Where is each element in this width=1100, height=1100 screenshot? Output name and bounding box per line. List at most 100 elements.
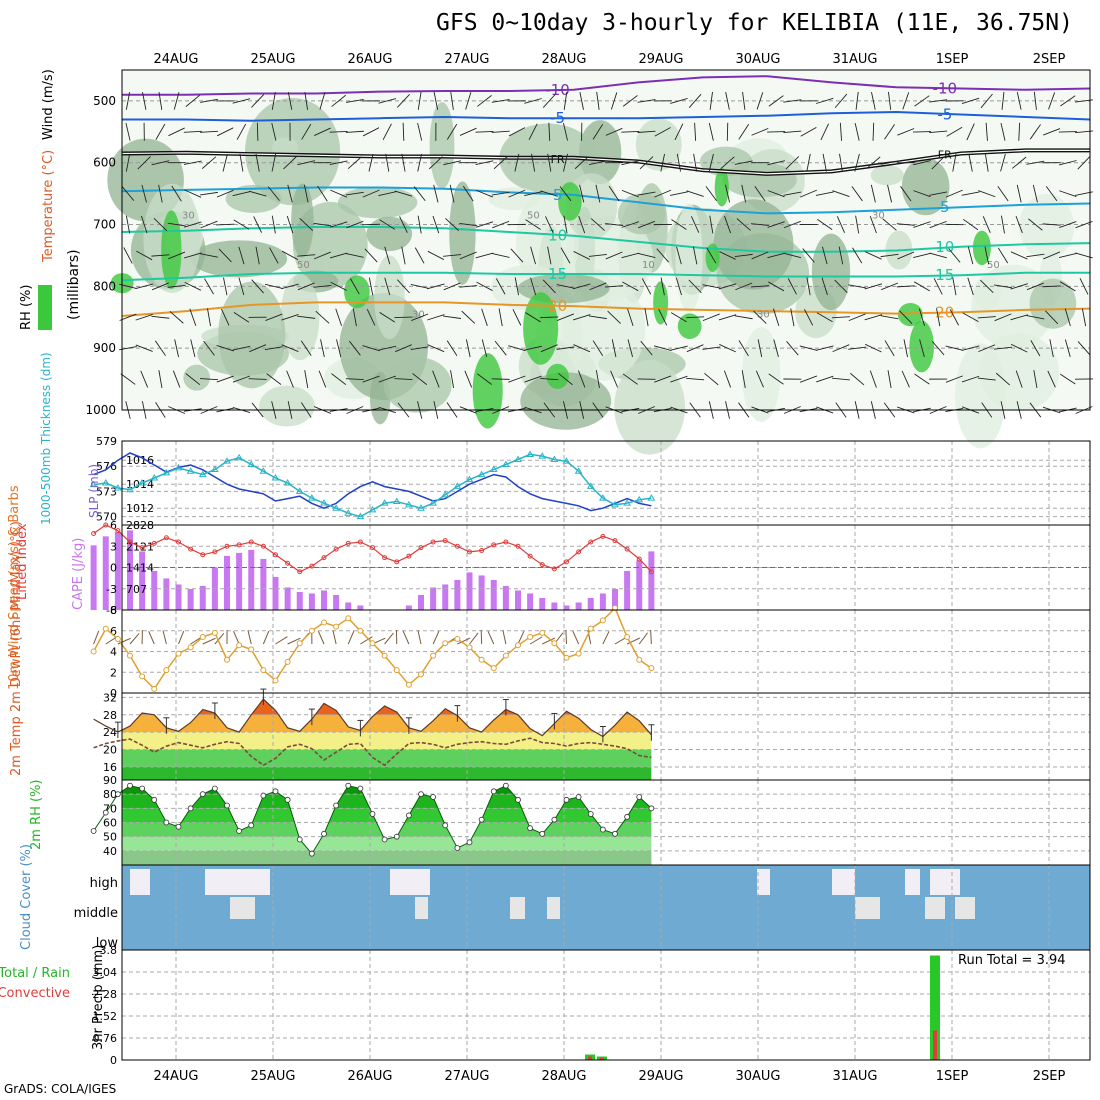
- lifted-index-marker: [236, 542, 242, 548]
- rh-marker: [284, 796, 291, 803]
- cape-bar: [151, 570, 158, 610]
- wind-barb: [1033, 91, 1037, 110]
- wind-barb-10m: [347, 630, 355, 645]
- lifted-index-marker: [357, 539, 363, 545]
- wind-barb: [1030, 340, 1041, 357]
- wind-barb: [706, 247, 717, 264]
- wind-barb: [314, 127, 331, 136]
- isotherm-label: -5: [937, 106, 952, 124]
- wind-barb: [984, 246, 990, 265]
- wind-barb: [446, 123, 458, 140]
- wind-barb: [1049, 339, 1054, 358]
- rh-shading: [218, 281, 286, 389]
- wind-barb: [913, 190, 931, 198]
- bottom-date-label: 25AUG: [250, 1069, 295, 1084]
- wind-barb: [158, 370, 163, 389]
- wind-barb: [621, 189, 639, 198]
- wind-speed-series-marker: [551, 640, 558, 647]
- wind-barb: [249, 344, 267, 353]
- wind-barb: [200, 220, 218, 229]
- wind-barb: [702, 313, 720, 322]
- wind-barb: [658, 309, 668, 326]
- wind-barb: [464, 370, 473, 388]
- rh-band: [122, 822, 652, 837]
- wind-barb: [573, 344, 591, 353]
- wind-barb: [802, 248, 815, 263]
- cape-bar: [139, 551, 146, 610]
- cape-bar: [224, 555, 230, 610]
- lifted-index-marker: [491, 542, 497, 548]
- temp-tick: 20: [103, 744, 117, 757]
- precip-total-bar: [930, 955, 940, 1060]
- wind-speed-series-marker: [127, 652, 133, 659]
- wind-barb: [427, 250, 445, 260]
- lifted-index-marker: [333, 546, 339, 552]
- wind-barb: [563, 122, 568, 141]
- wind-barb: [142, 91, 147, 110]
- wind-barb: [140, 370, 149, 388]
- wind-barb: [888, 91, 892, 110]
- wind-barb: [362, 375, 380, 383]
- thickness-series-marker: [598, 494, 607, 501]
- wind-barb: [318, 370, 327, 388]
- lifted-index-marker: [539, 562, 545, 568]
- isotherm-label: -10: [933, 80, 958, 98]
- wind-barb: [961, 375, 980, 383]
- thickness-series-marker: [186, 467, 195, 474]
- cape-bar: [563, 605, 570, 610]
- wind-barb: [433, 184, 439, 203]
- lifted-index-tick: 0: [110, 562, 117, 575]
- wind-barb: [1026, 253, 1045, 258]
- wind-barb: [203, 340, 215, 356]
- isotherm-label: 20: [935, 303, 954, 321]
- wind-barb: [125, 215, 131, 234]
- rh-marker: [599, 826, 606, 833]
- top-date-label: 29AUG: [638, 52, 683, 67]
- wind-barb: [816, 375, 834, 383]
- lifted-index-marker: [103, 522, 109, 528]
- thickness-series-marker: [307, 494, 316, 501]
- wind-barb: [362, 189, 380, 198]
- wind-barb-10m: [247, 630, 252, 645]
- lifted-index-marker: [127, 539, 133, 545]
- bottom-date-label: 2SEP: [1033, 1069, 1066, 1084]
- wind-barb: [120, 373, 136, 385]
- wind-barb: [688, 279, 702, 294]
- precip-convective-bar: [588, 1056, 592, 1060]
- lifted-index-marker: [188, 546, 194, 552]
- wind-barb: [750, 223, 769, 226]
- wind-barb: [773, 308, 780, 326]
- cape-bar: [490, 579, 497, 610]
- wind-barb: [495, 278, 506, 295]
- profile-unit-label: (millibars): [66, 249, 82, 320]
- wind-barb: [216, 223, 235, 226]
- wind-barb: [394, 190, 413, 197]
- wind-barb: [589, 282, 607, 291]
- wind-barb: [545, 216, 554, 233]
- wind-barb: [304, 91, 309, 110]
- wind-barb: [345, 98, 364, 103]
- wind-barb: [882, 218, 897, 231]
- precip-axis-label: 3hr Precip (mm): [91, 945, 106, 1050]
- wind-barb-10m: [626, 637, 640, 645]
- wind-barb: [1010, 251, 1028, 260]
- rh-marker: [563, 796, 570, 803]
- wind-barb: [708, 153, 714, 172]
- wind-barb: [709, 91, 713, 110]
- rh-marker: [163, 819, 170, 826]
- wind-barb: [524, 191, 542, 196]
- wind-barb: [670, 312, 687, 323]
- precip-tick: 0.76: [93, 1032, 118, 1045]
- wind-barb: [531, 153, 536, 172]
- lifted-index-marker: [624, 546, 630, 552]
- wind-barb: [578, 370, 586, 388]
- wind-barb: [869, 215, 877, 234]
- wind-barb: [524, 375, 542, 383]
- wind-barb-10m: [517, 631, 525, 645]
- cape-bar: [102, 536, 109, 610]
- wind-barb: [1026, 315, 1045, 320]
- rh-shading: [971, 264, 1055, 349]
- wind-barb: [1060, 373, 1076, 385]
- wind-barb-10m: [233, 630, 240, 645]
- rh-contour-label: 50: [527, 210, 540, 221]
